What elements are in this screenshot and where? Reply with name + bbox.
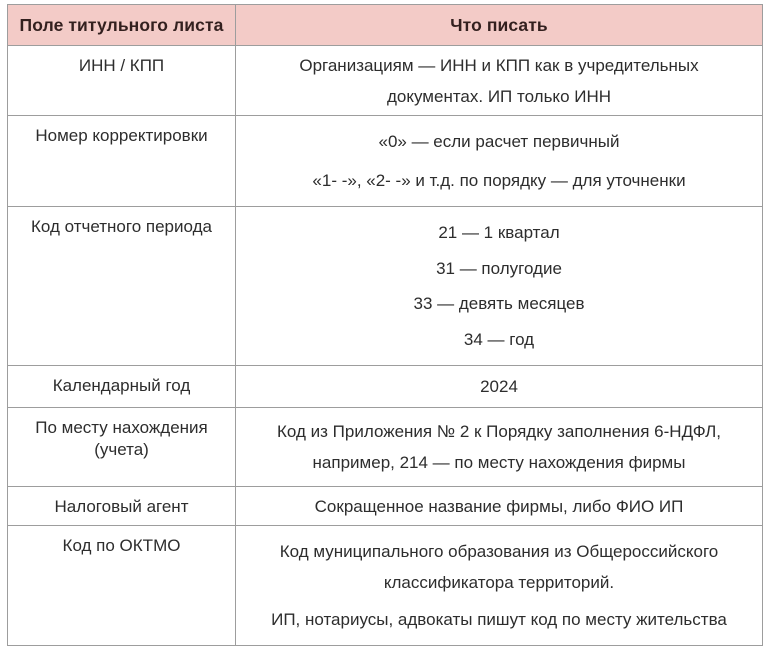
field-cell: Налоговый агент bbox=[7, 486, 236, 526]
table-row: Код отчетного периода 21 — 1 квартал 31 — … bbox=[7, 206, 763, 366]
value-line: классификатора территорий. bbox=[383, 572, 615, 592]
value-paragraph: 21 — 1 квартал bbox=[242, 217, 756, 248]
field-label: Код по ОКТМО bbox=[62, 536, 181, 555]
value-paragraph: Код муниципального образования из Общеро… bbox=[242, 536, 756, 598]
title-page-fields-table: Поле титульного листа Что писать ИНН / К… bbox=[7, 4, 763, 646]
table-row: Налоговый агент Сокращенное название фирм… bbox=[7, 486, 763, 526]
field-cell: По месту нахождения (учета) bbox=[7, 407, 236, 487]
value-cell: Сокращенное название фирмы, либо ФИО ИП bbox=[235, 486, 763, 526]
value-line: 2024 bbox=[480, 377, 518, 396]
value-line: 33 — девять месяцев bbox=[413, 294, 585, 314]
value-cell: Код муниципального образования из Общеро… bbox=[235, 525, 763, 646]
value-line: документах. ИП только ИНН bbox=[386, 86, 612, 106]
value-paragraph: Код из Приложения № 2 к Порядку заполнен… bbox=[242, 416, 756, 478]
value-cell: «0» — если расчет первичный «1- -», «2- -… bbox=[235, 115, 763, 207]
field-cell: Номер корректировки bbox=[7, 115, 236, 207]
field-cell: ИНН / КПП bbox=[7, 45, 236, 116]
field-cell: Календарный год bbox=[7, 365, 236, 408]
value-paragraph: «1- -», «2- -» и т.д. по порядку — для у… bbox=[242, 165, 756, 196]
value-cell: 21 — 1 квартал 31 — полугодие 33 — девять … bbox=[235, 206, 763, 366]
table-row: Календарный год 2024 bbox=[7, 365, 763, 408]
value-line: «1- -», «2- -» и т.д. по порядку — для у… bbox=[312, 170, 686, 190]
field-label: Номер корректировки bbox=[35, 126, 208, 145]
field-label: По месту нахождения (учета) bbox=[35, 418, 208, 459]
value-line: Код из Приложения № 2 к Порядку заполнен… bbox=[277, 422, 721, 441]
value-cell: Организациям — ИНН и КПП как в учредител… bbox=[235, 45, 763, 116]
value-line: 21 — 1 квартал bbox=[438, 223, 560, 243]
field-label: Календарный год bbox=[52, 376, 191, 395]
table-row: ИНН / КПП Организациям — ИНН и КПП как в … bbox=[7, 45, 763, 116]
value-line: Код муниципального образования из Общеро… bbox=[279, 541, 719, 561]
value-line: например, 214 — по месту нахождения фирм… bbox=[312, 453, 686, 472]
value-cell: 2024 bbox=[235, 365, 763, 408]
value-paragraph: Сокращенное название фирмы, либо ФИО ИП bbox=[242, 491, 756, 522]
field-cell: Код отчетного периода bbox=[7, 206, 236, 366]
field-label: Налоговый агент bbox=[54, 497, 189, 516]
value-paragraph: ИП, нотариусы, адвокаты пишут код по мес… bbox=[242, 604, 756, 635]
value-line: Сокращенное название фирмы, либо ФИО ИП bbox=[314, 496, 684, 516]
column-header-field: Поле титульного листа bbox=[7, 4, 236, 46]
field-label: Код отчетного периода bbox=[31, 217, 212, 236]
field-label: ИНН / КПП bbox=[78, 56, 165, 75]
value-paragraph: 31 — полугодие bbox=[242, 253, 756, 284]
value-paragraph: 33 — девять месяцев bbox=[242, 288, 756, 319]
value-cell: Код из Приложения № 2 к Порядку заполнен… bbox=[235, 407, 763, 487]
table-row: Код по ОКТМО Код муниципального образован… bbox=[7, 525, 763, 646]
field-cell: Код по ОКТМО bbox=[7, 525, 236, 646]
value-line: ИП, нотариусы, адвокаты пишут код по мес… bbox=[271, 610, 727, 630]
header-row: Поле титульного листа Что писать bbox=[7, 4, 763, 46]
table-row: Номер корректировки «0» — если расчет пер… bbox=[7, 115, 763, 207]
value-paragraph: 34 — год bbox=[242, 324, 756, 355]
value-line: «0» — если расчет первичный bbox=[378, 132, 620, 152]
value-paragraph: Организациям — ИНН и КПП как в учредител… bbox=[242, 50, 756, 112]
value-line: 31 — полугодие bbox=[436, 258, 562, 278]
value-paragraph: «0» — если расчет первичный bbox=[242, 126, 756, 157]
column-header-value: Что писать bbox=[235, 4, 763, 46]
value-line: Организациям — ИНН и КПП как в учредител… bbox=[299, 55, 699, 75]
value-paragraph: 2024 bbox=[242, 371, 756, 402]
value-line: 34 — год bbox=[463, 329, 535, 349]
table-row: По месту нахождения (учета) Код из Прилож… bbox=[7, 407, 763, 487]
